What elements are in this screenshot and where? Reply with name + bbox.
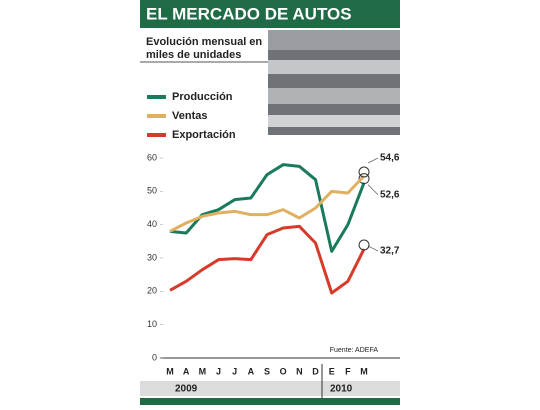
y-tick-label: 0 [152, 352, 157, 362]
x-tick-label: M [166, 366, 174, 376]
y-tick-label: 50 [147, 186, 157, 196]
y-tick-label: 10 [147, 319, 157, 329]
x-tick-label: E [329, 366, 335, 376]
chart-subtitle: Evolución mensual en miles de unidades [146, 36, 263, 61]
x-tick-label: O [280, 366, 287, 376]
y-tick-label: 20 [147, 286, 157, 296]
year-label: 2009 [175, 384, 198, 395]
leader-line [367, 184, 379, 195]
y-tick-label: 30 [147, 252, 157, 262]
x-tick-label: J [232, 366, 237, 376]
leader-line [367, 157, 379, 164]
end-marker [358, 239, 370, 251]
title-bar [140, 0, 400, 28]
legend-label: Producción [172, 91, 233, 103]
chart-title: EL MERCADO DE AUTOS [146, 4, 352, 23]
x-tick-label: J [216, 366, 221, 376]
year-label: 2010 [330, 384, 353, 395]
x-tick-label: N [296, 366, 303, 376]
value-label: 32,7 [380, 246, 400, 257]
footer-bar [140, 398, 400, 405]
leader-line [367, 245, 379, 252]
end-marker [358, 173, 370, 185]
x-tick-label: S [264, 366, 270, 376]
x-tick-label: M [360, 366, 368, 376]
x-tick-label: D [312, 366, 319, 376]
legend-label: Exportación [172, 129, 236, 141]
year-band [140, 381, 400, 396]
value-label: 52,6 [380, 189, 400, 200]
x-tick-label: F [345, 366, 351, 376]
series-line [169, 163, 366, 253]
x-tick-label: M [199, 366, 207, 376]
x-tick-label: A [183, 366, 190, 376]
x-tick-label: A [248, 366, 255, 376]
source: Fuente: ADEFA [330, 347, 379, 354]
y-tick-label: 40 [147, 219, 157, 229]
series-line [169, 174, 366, 233]
y-tick-label: 60 [147, 152, 157, 162]
value-label: 54,6 [380, 153, 400, 164]
photo [268, 30, 400, 135]
series-line [169, 224, 366, 295]
subtitle-box: Evolución mensual en miles de unidades [146, 36, 263, 61]
legend-label: Ventas [172, 110, 207, 122]
end-marker [358, 166, 370, 178]
